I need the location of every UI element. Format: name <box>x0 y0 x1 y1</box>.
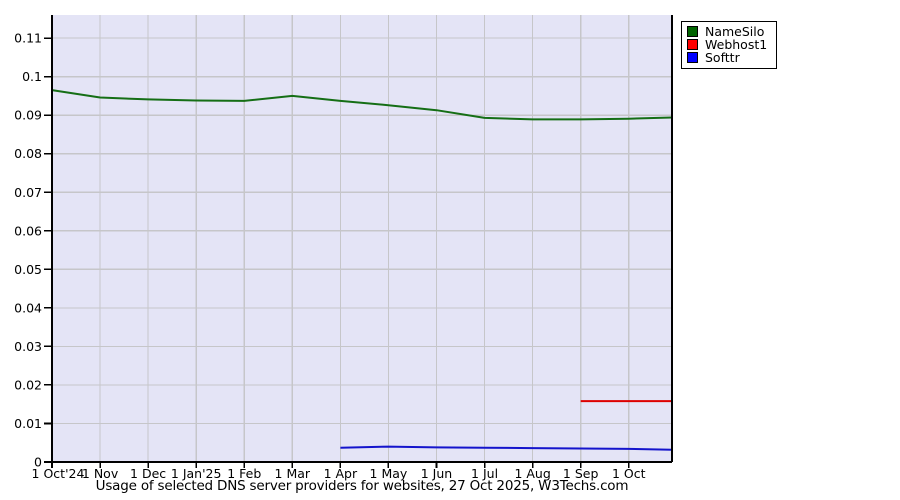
x-tick-label: 1 Oct <box>612 466 646 481</box>
y-tick-label: 0.1 <box>22 69 42 84</box>
webhost1-color-swatch-icon <box>687 39 698 50</box>
series-line-namesilo <box>51 89 673 121</box>
chart-legend: NameSilo Webhost1 Softtr <box>681 21 778 69</box>
x-tick-label: 1 May <box>370 466 408 481</box>
x-tick-label: 1 Mar <box>275 466 311 481</box>
y-tick-label: 0.04 <box>14 300 42 315</box>
plot-background <box>52 15 672 462</box>
x-tick-label: 1 Dec <box>130 466 166 481</box>
legend-label-softtr: Softtr <box>705 50 740 65</box>
y-tick-label: 0.08 <box>14 146 42 161</box>
legend-label-namesilo: NameSilo <box>705 24 765 39</box>
namesilo-color-swatch-icon <box>687 26 698 37</box>
y-tick-label: 0.09 <box>14 108 42 123</box>
legend-item-namesilo: NameSilo <box>687 25 767 38</box>
softtr-color-swatch-icon <box>687 52 698 63</box>
x-tick-label: 1 Jul <box>471 466 498 481</box>
y-tick-label: 0.11 <box>14 31 42 46</box>
x-tick-label: 1 Nov <box>82 466 119 481</box>
x-tick-label: 1 Apr <box>324 466 358 481</box>
x-tick-label: 1 Jan'25 <box>171 466 222 481</box>
y-tick-label: 0.02 <box>14 377 42 392</box>
x-tick-label: 1 Jun <box>421 466 452 481</box>
x-tick-label: 1 Aug <box>514 466 550 481</box>
y-tick-label: 0.05 <box>14 262 42 277</box>
series-line-softtr <box>340 445 673 451</box>
legend-label-webhost1: Webhost1 <box>705 37 768 52</box>
y-tick-label: 0.07 <box>14 185 42 200</box>
legend-item-softtr: Softtr <box>687 51 767 64</box>
chart-title: Usage of selected DNS server providers f… <box>95 478 629 494</box>
y-tick-label: 0.06 <box>14 223 42 238</box>
y-tick-label: 0.03 <box>14 339 42 354</box>
x-tick-label: 1 Oct'24 <box>32 466 85 481</box>
x-tick-label: 1 Feb <box>227 466 261 481</box>
y-tick-label: 0 <box>34 455 42 470</box>
legend-item-webhost1: Webhost1 <box>687 38 767 51</box>
y-tick-label: 0.01 <box>14 416 42 431</box>
x-tick-label: 1 Sep <box>563 466 599 481</box>
